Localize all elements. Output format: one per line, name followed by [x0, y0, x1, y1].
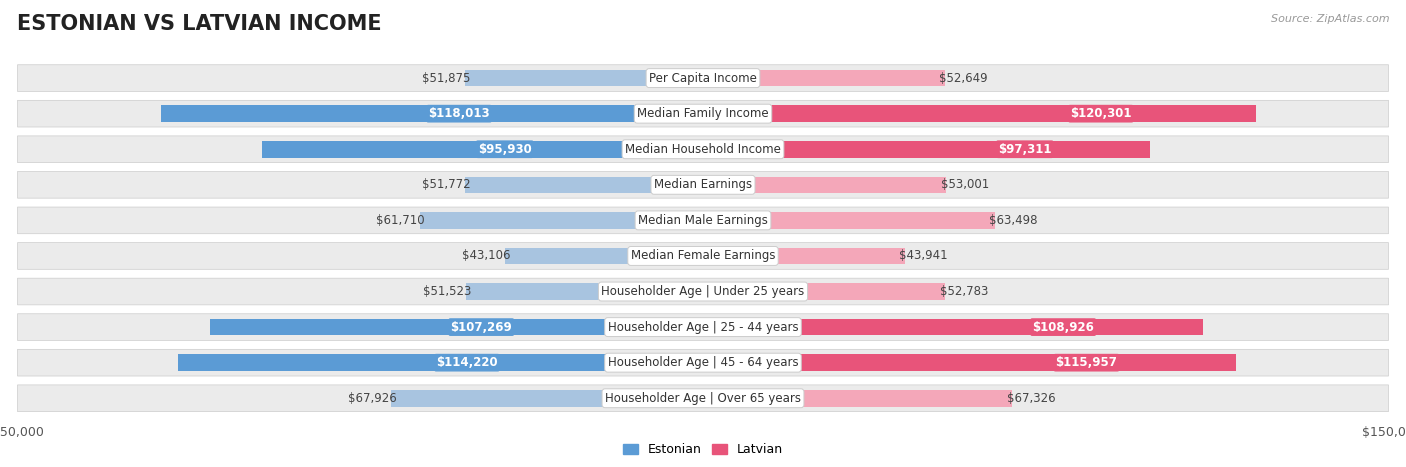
Text: $43,941: $43,941: [900, 249, 948, 262]
Text: Householder Age | Over 65 years: Householder Age | Over 65 years: [605, 392, 801, 405]
FancyBboxPatch shape: [17, 100, 1389, 127]
Text: Per Capita Income: Per Capita Income: [650, 71, 756, 85]
Text: $63,498: $63,498: [990, 214, 1038, 227]
Bar: [703, 70, 945, 86]
Text: Householder Age | 45 - 64 years: Householder Age | 45 - 64 years: [607, 356, 799, 369]
Text: $61,710: $61,710: [377, 214, 425, 227]
Bar: [703, 283, 945, 300]
FancyBboxPatch shape: [17, 243, 1389, 269]
Bar: [179, 354, 703, 371]
Bar: [703, 212, 994, 229]
Text: $51,523: $51,523: [423, 285, 472, 298]
Bar: [465, 177, 703, 193]
Text: $51,875: $51,875: [422, 71, 470, 85]
Text: Median Male Earnings: Median Male Earnings: [638, 214, 768, 227]
FancyBboxPatch shape: [17, 65, 1389, 92]
Bar: [703, 354, 1236, 371]
Text: $95,930: $95,930: [478, 143, 531, 156]
Text: $108,926: $108,926: [1032, 321, 1094, 333]
FancyBboxPatch shape: [17, 207, 1389, 234]
Bar: [160, 106, 703, 122]
Text: $114,220: $114,220: [436, 356, 498, 369]
Text: Median Household Income: Median Household Income: [626, 143, 780, 156]
FancyBboxPatch shape: [17, 171, 1389, 198]
FancyBboxPatch shape: [17, 314, 1389, 340]
Text: $53,001: $53,001: [941, 178, 990, 191]
Text: ESTONIAN VS LATVIAN INCOME: ESTONIAN VS LATVIAN INCOME: [17, 14, 381, 34]
Bar: [465, 70, 703, 86]
Bar: [391, 390, 703, 406]
Text: Median Earnings: Median Earnings: [654, 178, 752, 191]
Text: $67,926: $67,926: [347, 392, 396, 405]
FancyBboxPatch shape: [17, 385, 1389, 411]
Legend: Estonian, Latvian: Estonian, Latvian: [619, 439, 787, 461]
Text: $43,106: $43,106: [463, 249, 510, 262]
Bar: [703, 141, 1150, 157]
Bar: [505, 248, 703, 264]
Bar: [703, 390, 1012, 406]
Text: $97,311: $97,311: [998, 143, 1052, 156]
Bar: [703, 248, 905, 264]
Text: Median Family Income: Median Family Income: [637, 107, 769, 120]
Bar: [419, 212, 703, 229]
FancyBboxPatch shape: [17, 349, 1389, 376]
Text: $52,783: $52,783: [941, 285, 988, 298]
Bar: [263, 141, 703, 157]
Text: Householder Age | Under 25 years: Householder Age | Under 25 years: [602, 285, 804, 298]
Bar: [467, 283, 703, 300]
Text: Householder Age | 25 - 44 years: Householder Age | 25 - 44 years: [607, 321, 799, 333]
Text: $120,301: $120,301: [1070, 107, 1132, 120]
Text: $52,649: $52,649: [939, 71, 988, 85]
Text: $118,013: $118,013: [429, 107, 489, 120]
Bar: [703, 106, 1256, 122]
FancyBboxPatch shape: [17, 278, 1389, 305]
Bar: [703, 177, 946, 193]
Bar: [703, 319, 1204, 335]
Text: Source: ZipAtlas.com: Source: ZipAtlas.com: [1271, 14, 1389, 24]
Bar: [211, 319, 703, 335]
FancyBboxPatch shape: [17, 136, 1389, 163]
Text: $67,326: $67,326: [1007, 392, 1056, 405]
Text: Median Female Earnings: Median Female Earnings: [631, 249, 775, 262]
Text: $107,269: $107,269: [450, 321, 512, 333]
Text: $115,957: $115,957: [1056, 356, 1118, 369]
Text: $51,772: $51,772: [422, 178, 471, 191]
